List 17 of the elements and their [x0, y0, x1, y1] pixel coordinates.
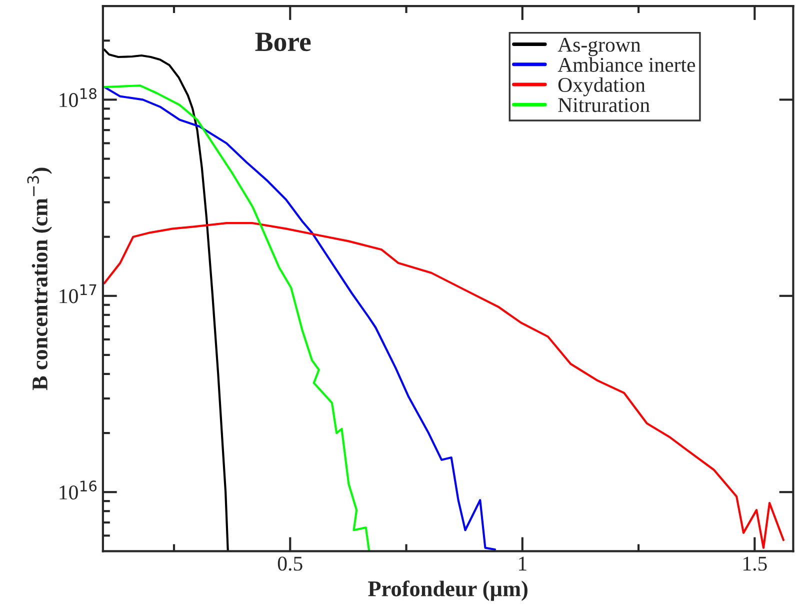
y-tick-label: 10$^{18}$ [60, 88, 96, 108]
x-tick-label: 1.5 [743, 556, 767, 571]
y-tick-label: 10$^{17}$ [60, 284, 96, 304]
x-axis-title: Profondeur (µm) [368, 580, 528, 601]
x-tick-label: 1 [519, 556, 526, 570]
legend-label: As-grown [558, 38, 641, 56]
line-series [103, 222, 784, 549]
line-series [103, 84, 370, 552]
legend-label: Nitruration [558, 98, 650, 112]
line-series [103, 86, 496, 551]
legend-label: Ambiance inerte [558, 57, 696, 72]
y-axis-title: B concentration (cm$^{−3}$) [27, 168, 52, 390]
x-tick-label: 0.5 [278, 556, 302, 571]
legend-label: Oxydation [558, 77, 646, 96]
text: Bore [255, 32, 311, 52]
line-series [103, 48, 229, 552]
y-tick-label: 10$^{16}$ [60, 480, 97, 500]
